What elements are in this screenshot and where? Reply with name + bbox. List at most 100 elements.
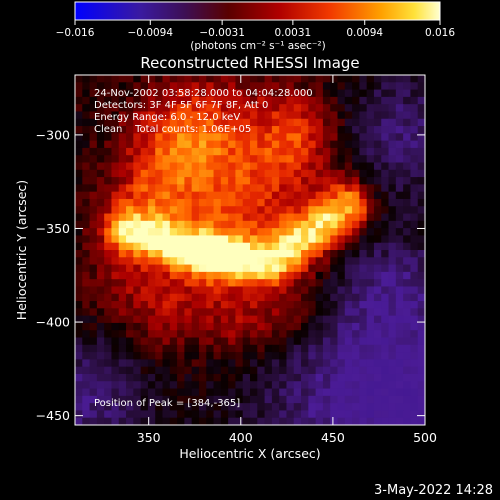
heatmap-cell bbox=[293, 315, 302, 324]
heatmap-cell bbox=[417, 235, 425, 244]
heatmap-cell bbox=[213, 373, 222, 382]
heatmap-cell bbox=[242, 344, 251, 353]
heatmap-cell bbox=[250, 279, 258, 288]
heatmap-cell bbox=[330, 111, 339, 120]
heatmap-cell bbox=[242, 220, 251, 229]
heatmap-cell bbox=[403, 322, 412, 331]
heatmap-cell bbox=[330, 322, 339, 331]
heatmap-cell bbox=[337, 293, 346, 302]
heatmap-cell bbox=[279, 388, 288, 397]
heatmap-cell bbox=[133, 315, 142, 324]
heatmap-cell bbox=[344, 315, 353, 324]
heatmap-cell bbox=[395, 322, 404, 331]
heatmap-cell bbox=[184, 301, 193, 309]
heatmap-cell bbox=[140, 359, 149, 368]
heatmap-cell bbox=[301, 126, 309, 134]
heatmap-cell bbox=[293, 373, 302, 382]
heatmap-cell bbox=[228, 344, 237, 353]
heatmap-cell bbox=[169, 366, 178, 375]
heatmap-cell bbox=[147, 395, 156, 404]
heatmap-cell bbox=[162, 308, 171, 317]
heatmap-cell bbox=[388, 228, 397, 237]
heatmap-cell bbox=[198, 344, 207, 353]
heatmap-cell bbox=[344, 235, 353, 244]
heatmap-cell bbox=[301, 344, 309, 353]
heatmap-cell bbox=[286, 279, 295, 288]
heatmap-cell bbox=[155, 89, 164, 98]
heatmap-cell bbox=[96, 366, 105, 375]
heatmap-cell bbox=[308, 373, 317, 382]
heatmap-cell bbox=[104, 250, 113, 258]
heatmap-cell bbox=[184, 271, 193, 280]
heatmap-cell bbox=[82, 235, 91, 244]
heatmap-cell bbox=[381, 352, 390, 360]
heatmap-cell bbox=[410, 162, 419, 171]
heatmap-cell bbox=[104, 220, 113, 229]
heatmap-cell bbox=[279, 410, 288, 419]
heatmap-cell bbox=[118, 177, 127, 185]
heatmap-cell bbox=[169, 191, 178, 200]
heatmap-cell bbox=[126, 228, 134, 237]
heatmap-cell bbox=[417, 308, 425, 317]
heatmap-cell bbox=[257, 162, 266, 171]
heatmap-cell bbox=[89, 279, 98, 288]
heatmap-cell bbox=[96, 89, 105, 98]
heatmap-cell bbox=[220, 213, 229, 222]
heatmap-cell bbox=[169, 417, 178, 425]
heatmap-cell bbox=[162, 162, 171, 171]
heatmap-cell bbox=[96, 344, 105, 353]
heatmap-cell bbox=[96, 82, 105, 91]
heatmap-cell bbox=[337, 366, 346, 375]
heatmap-cell bbox=[213, 96, 222, 105]
heatmap-cell bbox=[359, 96, 368, 105]
heatmap-cell bbox=[177, 213, 185, 222]
heatmap-cell bbox=[213, 264, 222, 273]
heatmap-cell bbox=[352, 257, 360, 266]
y-tick-label: −350 bbox=[36, 221, 70, 236]
heatmap-cell bbox=[118, 75, 127, 83]
heatmap-cell bbox=[301, 75, 309, 83]
heatmap-cell bbox=[133, 286, 142, 295]
heatmap-cell bbox=[206, 140, 215, 149]
heatmap-cell bbox=[322, 315, 331, 324]
heatmap-cell bbox=[126, 279, 134, 288]
heatmap-cell bbox=[344, 133, 353, 142]
heatmap-cell bbox=[257, 111, 266, 120]
heatmap-cell bbox=[366, 147, 375, 156]
heatmap-cell bbox=[308, 228, 317, 237]
heatmap-cell bbox=[330, 286, 339, 295]
heatmap-cell bbox=[169, 133, 178, 142]
heatmap-cell bbox=[147, 206, 156, 215]
heatmap-cell bbox=[96, 395, 105, 404]
heatmap-cell bbox=[271, 75, 280, 83]
heatmap-cell bbox=[359, 104, 368, 113]
heatmap-cell bbox=[118, 337, 127, 346]
heatmap-cell bbox=[271, 417, 280, 425]
heatmap-cell bbox=[162, 228, 171, 237]
heatmap-cell bbox=[155, 155, 164, 164]
heatmap-cell bbox=[220, 126, 229, 134]
heatmap-cell bbox=[96, 162, 105, 171]
heatmap-cell bbox=[118, 388, 127, 397]
heatmap-cell bbox=[198, 301, 207, 309]
heatmap-cell bbox=[308, 235, 317, 244]
heatmap-cell bbox=[118, 381, 127, 390]
heatmap-cell bbox=[322, 126, 331, 134]
heatmap-cell bbox=[301, 104, 309, 113]
heatmap-cell bbox=[96, 250, 105, 258]
heatmap-cell bbox=[198, 169, 207, 178]
heatmap-cell bbox=[75, 169, 83, 178]
heatmap-cell bbox=[133, 344, 142, 353]
heatmap-cell bbox=[155, 352, 164, 360]
heatmap-cell bbox=[206, 330, 215, 339]
heatmap-cell bbox=[330, 198, 339, 207]
heatmap-cell bbox=[228, 184, 237, 193]
heatmap-cell bbox=[242, 366, 251, 375]
heatmap-cell bbox=[322, 169, 331, 178]
heatmap-cell bbox=[403, 330, 412, 339]
heatmap-cell bbox=[140, 322, 149, 331]
heatmap-cell bbox=[286, 344, 295, 353]
heatmap-cell bbox=[213, 228, 222, 237]
heatmap-cell bbox=[242, 417, 251, 425]
heatmap-cell bbox=[82, 308, 91, 317]
